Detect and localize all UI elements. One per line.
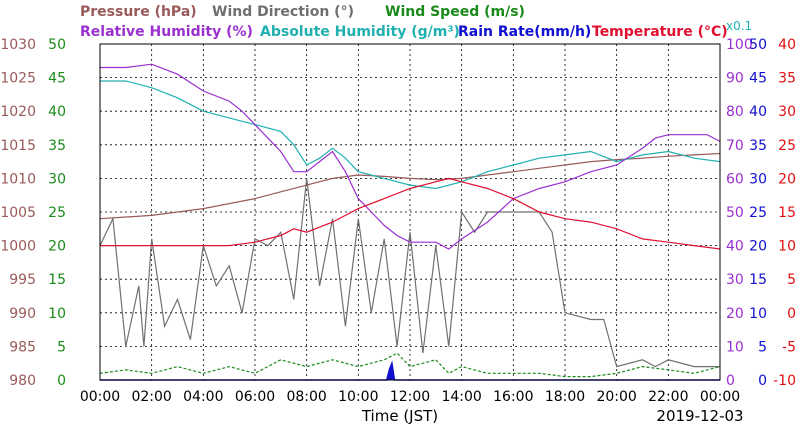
temperature-tick-label: 25	[778, 138, 796, 154]
time-tick-label: 14:00	[441, 389, 481, 405]
temperature-line	[100, 177, 721, 250]
rain-tick-label: 10	[749, 306, 767, 322]
absolute-humidity-line	[100, 80, 721, 190]
pressure-tick-label: 1030	[0, 37, 36, 53]
time-tick-label: 10:00	[338, 389, 378, 405]
wind-tick-label: 30	[48, 171, 66, 187]
pressure-tick-label: 980	[9, 373, 36, 389]
temperature-axis: 40 35 30 25 20 15 10 5 0 -5 -10	[773, 37, 796, 389]
humidity-tick-label: 70	[726, 138, 744, 154]
temperature-tick-label: 30	[778, 104, 796, 120]
temperature-tick-label: -10	[773, 373, 796, 389]
grid	[100, 44, 720, 380]
relative-humidity-line	[100, 63, 721, 250]
wind-tick-label: 35	[48, 138, 66, 154]
rain-tick-label: 35	[749, 138, 767, 154]
humidity-tick-label: 80	[726, 104, 744, 120]
humidity-tick-label: 100	[726, 37, 753, 53]
rain-tick-label: 50	[749, 37, 767, 53]
temperature-tick-label: 0	[787, 306, 796, 322]
time-axis: 00:00 02:00 04:00 06:00 08:00 10:00 12:00 14:00…	[80, 389, 740, 405]
pressure-tick-label: 1000	[0, 239, 36, 255]
time-tick-label: 20:00	[596, 389, 636, 405]
humidity-tick-label: 40	[726, 239, 744, 255]
wind-tick-label: 5	[57, 339, 66, 355]
wind-tick-label: 15	[48, 272, 66, 288]
humidity-tick-label: 60	[726, 171, 744, 187]
time-tick-label: 18:00	[545, 389, 585, 405]
wind-direction-line	[99, 178, 720, 368]
time-tick-label: 16:00	[493, 389, 533, 405]
date-label: 2019-12-03	[656, 407, 743, 425]
legend-abs-hum-scale: x0.1	[726, 19, 752, 33]
pressure-tick-label: 995	[9, 272, 36, 288]
rain-tick-label: 40	[749, 104, 767, 120]
humidity-tick-label: 10	[726, 339, 744, 355]
temperature-tick-label: 5	[787, 272, 796, 288]
time-tick-label: 04:00	[183, 389, 223, 405]
legend-relative-humidity: Relative Humidity (%)	[80, 24, 253, 40]
legend-rain-rate: Rain Rate(mm/h)	[458, 24, 591, 40]
temperature-tick-label: 15	[778, 205, 796, 221]
x-axis-label: Time (JST)	[361, 407, 438, 425]
pressure-axis: 1030 1025 1020 1015 1010 1005 1000 995 990 985 980	[0, 37, 36, 389]
legend-wind-direction: Wind Direction (°)	[212, 4, 354, 20]
legend-wind-speed: Wind Speed (m/s)	[385, 4, 525, 20]
wind-speed-line	[99, 352, 721, 378]
pressure-tick-label: 1005	[0, 205, 36, 221]
wind-tick-label: 20	[48, 239, 66, 255]
rain-tick-label: 25	[749, 205, 767, 221]
humidity-tick-label: 90	[726, 71, 744, 87]
plot-frame	[99, 43, 721, 381]
wind-tick-label: 50	[48, 37, 66, 53]
wind-tick-label: 45	[48, 71, 66, 87]
temperature-tick-label: -5	[782, 339, 796, 355]
rain-tick-label: 45	[749, 71, 767, 87]
rain-tick-label: 15	[749, 272, 767, 288]
time-tick-label: 06:00	[235, 389, 275, 405]
temperature-tick-label: 40	[778, 37, 796, 53]
humidity-tick-label: 0	[726, 373, 735, 389]
humidity-tick-label: 30	[726, 272, 744, 288]
temperature-tick-label: 35	[778, 71, 796, 87]
pressure-tick-label: 1010	[0, 171, 36, 187]
legend-pressure: Pressure (hPa)	[80, 4, 197, 20]
pressure-tick-label: 985	[9, 339, 36, 355]
time-tick-label: 00:00	[700, 389, 740, 405]
rain-tick-label: 0	[758, 373, 767, 389]
temperature-tick-label: 20	[778, 171, 796, 187]
wind-tick-label: 0	[57, 373, 66, 389]
rain-tick-label: 30	[749, 171, 767, 187]
time-tick-label: 00:00	[80, 389, 120, 405]
temperature-tick-label: 10	[778, 239, 796, 255]
pressure-line	[99, 152, 721, 220]
time-tick-label: 22:00	[648, 389, 688, 405]
time-tick-label: 02:00	[131, 389, 171, 405]
wind-tick-label: 40	[48, 104, 66, 120]
rain-tick-label: 20	[749, 239, 767, 255]
legend-temperature: Temperature (°C)	[592, 24, 728, 40]
wind-tick-label: 10	[48, 306, 66, 322]
pressure-tick-label: 1020	[0, 104, 36, 120]
legend-absolute-humidity: Absolute Humidity (g/m³)	[260, 24, 460, 40]
pressure-tick-label: 990	[9, 306, 36, 322]
pressure-tick-label: 1025	[0, 71, 36, 87]
humidity-tick-label: 20	[726, 306, 744, 322]
time-tick-label: 12:00	[390, 389, 430, 405]
time-tick-label: 08:00	[286, 389, 326, 405]
rain-tick-label: 5	[758, 339, 767, 355]
humidity-tick-label: 50	[726, 205, 744, 221]
pressure-tick-label: 1015	[0, 138, 36, 154]
wind-tick-label: 25	[48, 205, 66, 221]
